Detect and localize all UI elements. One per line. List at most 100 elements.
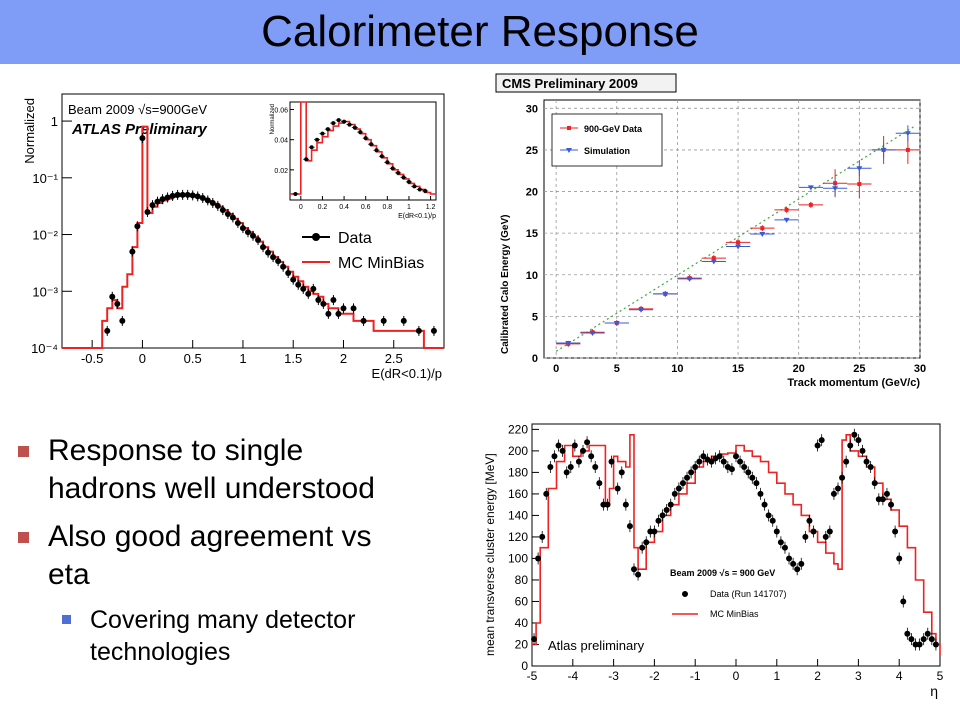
x-tick-label: 1.5 xyxy=(284,351,302,366)
data-point xyxy=(728,466,735,473)
inset-y-tick-label: 0.04 xyxy=(274,138,288,145)
inset-data-point xyxy=(412,184,417,189)
x-tick-label: 20 xyxy=(793,363,805,375)
data-point xyxy=(896,555,903,562)
sim-point xyxy=(904,131,911,137)
data-point xyxy=(360,317,367,324)
x-axis-label: Track momentum (GeV/c) xyxy=(787,377,920,389)
data-point xyxy=(109,293,116,300)
data-point xyxy=(290,276,297,283)
x-tick-label: 10 xyxy=(671,363,683,375)
legend-mc-label: MC MinBias xyxy=(710,609,759,619)
inset-x-tick-label: 1 xyxy=(407,204,411,211)
data-point xyxy=(631,566,637,573)
legend-box xyxy=(551,113,663,167)
x-tick-label: -3 xyxy=(608,669,619,683)
data-point xyxy=(275,258,282,265)
data-point xyxy=(769,517,776,524)
data-point xyxy=(814,442,821,449)
sim-point xyxy=(759,231,766,237)
data-point xyxy=(139,135,146,142)
x-tick-label: 4 xyxy=(896,669,903,683)
data-point xyxy=(806,517,813,524)
inset-y-axis-label: Normalized xyxy=(270,104,276,134)
data-point xyxy=(871,480,878,487)
inset-data-point xyxy=(374,148,379,153)
data-point xyxy=(184,191,191,198)
x-tick-label: 0 xyxy=(553,363,559,375)
y-tick-label: 10⁻⁴ xyxy=(31,341,58,356)
x-tick-label: 2 xyxy=(814,669,821,683)
bullet-square-icon xyxy=(18,446,29,457)
x-tick-label: 1 xyxy=(239,351,246,366)
y-tick-label: 0 xyxy=(532,353,538,365)
data-point xyxy=(777,539,784,546)
sim-point xyxy=(880,147,887,153)
inset-x-tick-label: 1.2 xyxy=(426,204,436,211)
data-point xyxy=(851,431,858,438)
data-point xyxy=(199,195,206,202)
sim-point xyxy=(783,217,790,223)
y-tick-label: 180 xyxy=(508,465,528,479)
data-point xyxy=(745,469,752,476)
data-point xyxy=(325,310,332,317)
legend-data-label: Data xyxy=(338,230,372,247)
data-point xyxy=(179,191,186,198)
legend-mc-label: MC MinBias xyxy=(338,255,424,272)
x-tick-label: -2 xyxy=(649,669,660,683)
data-point xyxy=(330,297,337,304)
data-point xyxy=(563,469,570,476)
data-point xyxy=(134,223,141,230)
data-point xyxy=(430,327,437,334)
x-tick-label: -1 xyxy=(690,669,701,683)
atlas-eta-chart: -5 -4 -3 -2 -1 0 1 2 3 4 5 0 20 40 60 80 100 120 140 160 180… xyxy=(483,422,944,699)
subbullet-line: Covering many detector xyxy=(90,606,356,634)
data-point xyxy=(592,464,599,471)
data-point xyxy=(575,458,582,465)
data-point xyxy=(857,182,862,187)
title-bar xyxy=(0,0,960,64)
data-point xyxy=(149,202,156,209)
data-point xyxy=(859,447,866,454)
x-tick-label: 0.5 xyxy=(184,351,202,366)
data-point xyxy=(794,566,801,573)
data-point xyxy=(174,191,181,198)
bullet-item-2: Also good agreement vs eta xyxy=(10,518,460,594)
data-point xyxy=(879,496,886,503)
slide-title: Calorimeter Response xyxy=(261,7,699,56)
chart-title: CMS Preliminary 2009 xyxy=(502,76,638,91)
cms-calo-energy-chart: CMS Preliminary 2009 0 5 10 15 20 25 30 0 5 10 15 20… xyxy=(495,73,926,389)
data-point xyxy=(543,490,550,497)
data-point xyxy=(733,453,739,460)
data-point xyxy=(863,458,870,465)
y-axis-label: Calibrated Calo Energy (GeV) xyxy=(500,215,511,354)
inset-data-point xyxy=(423,188,428,193)
data-point xyxy=(531,636,538,643)
data-point xyxy=(671,490,678,497)
inset-y-tick-label: 0.06 xyxy=(274,108,288,115)
inset-data-point xyxy=(315,137,320,142)
y-tick-label: 5 xyxy=(532,311,538,323)
data-point xyxy=(588,453,595,460)
data-point xyxy=(684,474,691,481)
y-tick-label: 80 xyxy=(515,573,529,587)
data-point xyxy=(380,317,387,324)
y-axis-label: Normalized xyxy=(22,98,37,164)
y-tick-label: 100 xyxy=(508,551,528,565)
data-point xyxy=(580,447,586,454)
sim-point xyxy=(807,185,814,191)
data-point xyxy=(400,317,407,324)
data-point xyxy=(622,501,629,508)
data-point xyxy=(194,193,201,200)
data-point xyxy=(320,300,327,307)
data-point xyxy=(736,240,741,245)
data-point xyxy=(904,630,911,637)
data-point xyxy=(189,192,196,199)
data-point xyxy=(214,202,221,209)
data-point xyxy=(295,281,302,288)
inset-data-point xyxy=(358,130,363,135)
data-point xyxy=(234,219,241,226)
legend-data-label: Data (Run 141707) xyxy=(710,589,787,599)
legend-sim-label: Simulation xyxy=(584,146,630,156)
data-point xyxy=(916,641,923,648)
